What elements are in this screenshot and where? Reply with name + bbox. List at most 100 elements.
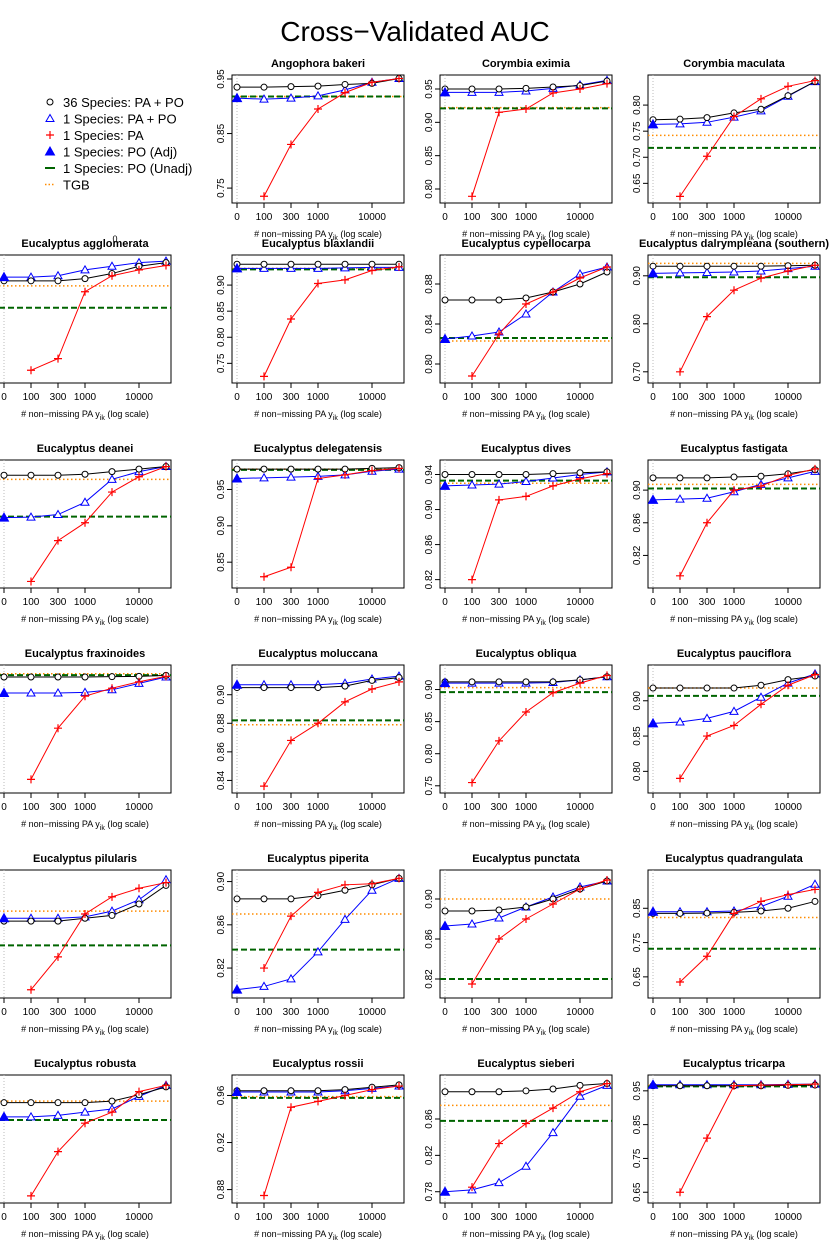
legend-stray-label: 0 <box>112 234 117 244</box>
pa-series-point <box>81 287 89 296</box>
x-axis-label: # non−missing PA yik (log scale) <box>670 409 798 422</box>
y-tick-label: 0.75 <box>216 178 227 198</box>
pa-series-line <box>30 466 167 582</box>
pa-po-series-point <box>675 267 685 277</box>
pa-series-point <box>27 775 35 784</box>
pa-series-line <box>471 473 608 580</box>
x-tick-label: 100 <box>23 392 40 403</box>
y-tick-label: 0.95 <box>632 1081 643 1101</box>
species36-series-point <box>522 1087 530 1095</box>
x-tick-label: 10000 <box>125 802 153 813</box>
pa-series-line <box>263 681 400 787</box>
y-tick-label: 0.82 <box>216 958 227 978</box>
x-tick-label: 1000 <box>515 392 538 403</box>
po-adj-point <box>0 912 10 923</box>
pa-series-point <box>784 1080 792 1089</box>
pa-po-series-point <box>367 885 377 894</box>
pa-po-series-point <box>521 476 531 486</box>
panel-3: Eucalyptus agglomerata0.700.750.80010030… <box>0 238 172 422</box>
pa-series-point <box>395 677 403 686</box>
pa-series-line <box>679 674 816 779</box>
pa-series-point <box>676 367 684 376</box>
pa-series-point <box>703 312 711 321</box>
pa-series-point <box>341 1091 349 1100</box>
pa-series-line <box>471 1083 608 1188</box>
pa-series-point <box>495 108 503 117</box>
y-tick-label: 0.85 <box>216 123 227 143</box>
pa-po-series-point <box>107 261 117 270</box>
pa-po-series-point <box>675 494 685 503</box>
species36-series-point <box>441 296 449 304</box>
x-tick-label: 1000 <box>307 212 330 223</box>
x-axis-label: # non−missing PA yik (log scale) <box>462 409 590 422</box>
pa-series-line <box>263 1085 400 1196</box>
species36-series-point <box>495 678 503 686</box>
pa-series-point <box>784 267 792 275</box>
panel-title: Eucalyptus cypellocarpa <box>462 238 592 250</box>
pa-po-series-point <box>756 692 766 701</box>
species36-series-point <box>54 917 62 925</box>
y-tick-label: 0.95 <box>424 79 435 99</box>
x-tick-label: 300 <box>699 212 716 223</box>
pa-po-series-point <box>575 1091 585 1100</box>
pa-series-point <box>287 912 295 921</box>
x-tick-label: 100 <box>256 802 273 813</box>
species36-series-point <box>676 909 684 917</box>
x-tick-label: 0 <box>234 802 240 813</box>
pa-series-point <box>287 140 295 149</box>
pa-series-point <box>260 372 268 381</box>
species36-series-point <box>703 474 711 482</box>
x-axis-label: # non−missing PA yik (log scale) <box>670 229 798 242</box>
pa-series-line <box>471 879 608 985</box>
x-tick-label: 300 <box>699 1212 716 1223</box>
x-axis-label: # non−missing PA yik (log scale) <box>462 229 590 242</box>
x-tick-label: 0 <box>650 212 656 223</box>
pa-po-series-point <box>313 263 323 272</box>
panel-title: Eucalyptus pilularis <box>33 853 137 865</box>
y-tick-label: 0.85 <box>424 711 435 731</box>
pa-series-point <box>395 262 403 271</box>
pa-series-point <box>27 1191 35 1200</box>
plot-frame <box>647 74 821 204</box>
species36-series-point <box>287 260 295 268</box>
species36-series-point <box>468 1088 476 1096</box>
pa-po-series-point <box>702 267 712 276</box>
y-tick-label: 0.86 <box>216 742 227 762</box>
species36-series-point <box>730 262 738 270</box>
pa-series-point <box>495 736 503 745</box>
pa-series-point <box>54 952 62 961</box>
pa-series-point <box>468 1183 476 1192</box>
x-tick-label: 1000 <box>515 597 538 608</box>
pa-series-point <box>676 192 684 201</box>
pa-po-series-point <box>729 706 739 715</box>
pa-series-point <box>549 89 557 97</box>
y-tick-label: 0.90 <box>632 266 643 286</box>
legend: 36 Species: PA + PO1 Species: PA + PO1 S… <box>44 95 192 244</box>
pa-po-series-point <box>259 472 269 482</box>
pa-series-point <box>468 575 476 584</box>
pa-series-line <box>263 877 400 969</box>
panel-21: Eucalyptus sieberi 0.78 0.82 0.86 0 100 300 100… <box>424 1058 613 1242</box>
x-tick-label: 100 <box>672 212 689 223</box>
pa-po-series-point <box>53 509 63 519</box>
species36-series-point <box>468 907 476 915</box>
panel-title: Eucalyptus obliqua <box>476 648 578 660</box>
plot-area <box>648 75 820 203</box>
y-tick-label: 0.85 <box>216 552 227 572</box>
species36-series-point <box>260 260 268 268</box>
species36-series-point <box>287 895 295 903</box>
pa-po-series-point <box>286 472 296 481</box>
x-tick-label: 0 <box>442 392 448 403</box>
panel-title: Eucalyptus agglomerata <box>21 238 149 250</box>
pa-series-point <box>287 563 295 572</box>
pa-po-series-point <box>467 330 477 340</box>
panel-4: Eucalyptus blaxlandii 0.75 0.80 0.85 0.90 0 10… <box>216 238 405 422</box>
y-tick-label: 0.70 <box>632 147 643 167</box>
legend-label: 36 Species: PA + PO <box>63 95 184 110</box>
panel-12: Eucalyptus moluccana 0.84 0.86 0.88 0.90 0 100… <box>216 648 405 832</box>
x-tick-label: 100 <box>672 1212 689 1223</box>
species36-series-point <box>468 296 476 304</box>
pa-series-point <box>395 75 403 83</box>
x-tick-label: 100 <box>672 1007 689 1018</box>
y-tick-label: 0.84 <box>424 314 435 334</box>
